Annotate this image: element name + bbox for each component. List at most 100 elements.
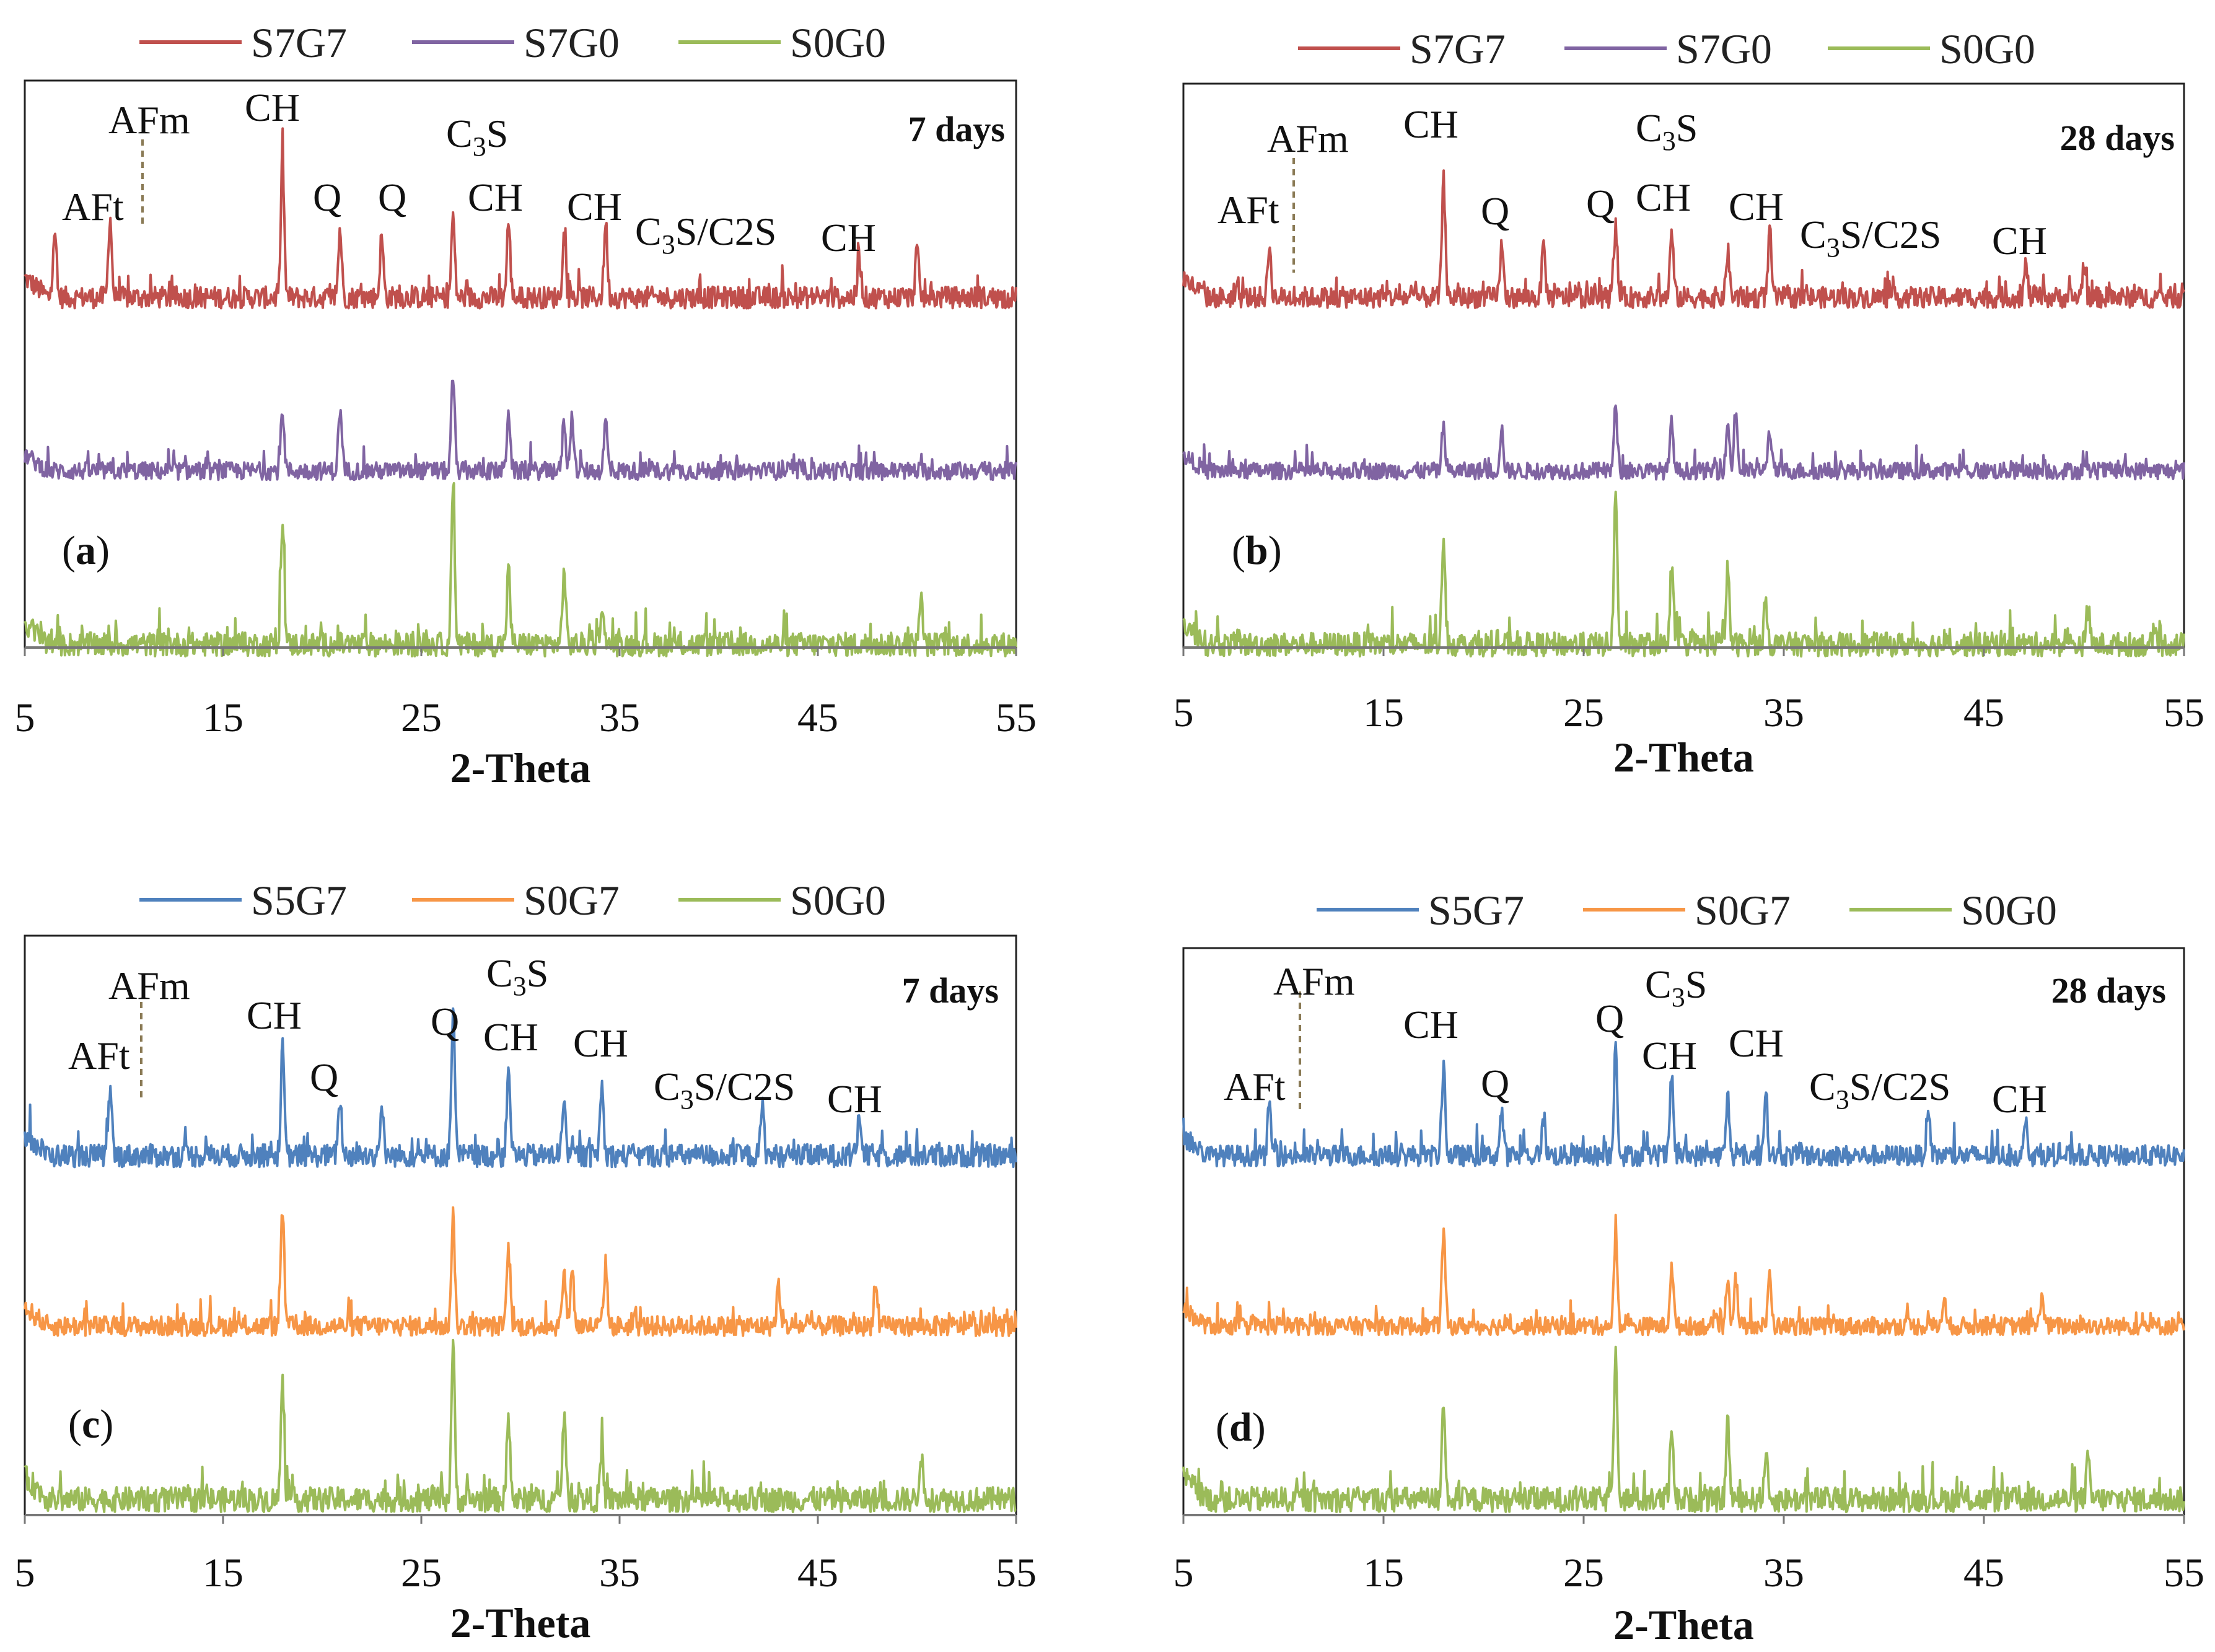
x-tick-label: 15	[203, 695, 243, 740]
phase-annotation: Q	[1595, 996, 1624, 1040]
x-tick-label: 35	[599, 1550, 640, 1596]
phase-annotation: CH	[245, 86, 300, 130]
legend-label-s0g0: S0G0	[1939, 25, 2035, 72]
phase-annotation: AFt	[68, 1034, 130, 1078]
phase-annotation: Q	[378, 175, 406, 219]
phase-annotation: CH	[1642, 1034, 1697, 1078]
x-tick-label: 55	[996, 1550, 1037, 1596]
panel-label: (b)	[1232, 528, 1282, 573]
phase-annotation: CH	[1992, 219, 2047, 263]
x-tick-label: 35	[1763, 690, 1804, 736]
x-tick-label: 45	[797, 1550, 838, 1596]
phase-annotation: AFt	[1224, 1065, 1286, 1109]
x-tick-label: 25	[401, 1550, 442, 1596]
panel-b: S7G7 S7G0 S0G0 5 15 25 35 45 55 2-Theta 28 days (b)…	[1173, 25, 2205, 781]
x-tick-label: 55	[2164, 1550, 2204, 1596]
phase-annotation: C3S	[1645, 962, 1707, 1013]
x-tick-label: 15	[203, 1550, 243, 1596]
phase-annotation: AFm	[108, 98, 190, 142]
phase-annotation: AFt	[1217, 188, 1279, 232]
phase-annotation: CH	[827, 1077, 882, 1121]
legend-label-s7g7: S7G7	[1410, 25, 1506, 72]
phase-annotation: Q	[1586, 182, 1615, 226]
x-tick-label: 55	[996, 695, 1037, 740]
series-line-s7g0	[24, 379, 1017, 481]
phase-annotation: CH	[1729, 1021, 1784, 1065]
x-tick-label: 15	[1363, 1550, 1404, 1596]
series-line-s0g0	[24, 482, 1017, 658]
phase-annotation: CH	[821, 216, 876, 260]
phase-annotation: Q	[1481, 189, 1509, 233]
panel-label: (a)	[62, 528, 110, 573]
legend-label-s0g0: S0G0	[1961, 887, 2057, 934]
x-tick-label: 35	[1763, 1550, 1804, 1596]
plot-frame	[1182, 82, 2185, 649]
legend-label-s7g7: S7G7	[251, 19, 347, 66]
x-tick-label: 45	[1963, 1550, 2004, 1596]
series-line-s7g7	[1182, 169, 2185, 309]
phase-annotation: CH	[483, 1015, 538, 1059]
phase-annotation: AFm	[1267, 116, 1349, 160]
series-line-s7g7	[24, 127, 1017, 310]
panel-label: (d)	[1216, 1405, 1266, 1450]
series-line-s0g0	[1182, 490, 2185, 658]
phase-annotation: CH	[1403, 1003, 1458, 1047]
series-line-s5g7	[24, 1007, 1017, 1169]
panel-label: (c)	[68, 1402, 113, 1447]
phase-annotation: C3S	[486, 951, 548, 1001]
x-tick-label: 55	[2164, 690, 2204, 736]
plot-frame	[24, 79, 1017, 649]
phase-annotation: CH	[1992, 1077, 2047, 1121]
legend-label-s7g0: S7G0	[524, 19, 620, 66]
x-tick-label: 35	[599, 695, 640, 740]
phase-annotation: CH	[567, 185, 622, 229]
phase-annotation: AFt	[62, 185, 124, 229]
phase-annotation: C3S/C2S	[1800, 213, 1941, 263]
x-tick-label: 5	[1173, 1550, 1194, 1596]
series-line-s0g0	[24, 1338, 1017, 1513]
legend-label-s0g0: S0G0	[790, 19, 886, 66]
legend-label-s0g0: S0G0	[790, 877, 886, 924]
phase-annotation: C3S/C2S	[654, 1065, 795, 1115]
x-tick-label: 15	[1363, 690, 1404, 736]
phase-annotation: AFm	[1273, 959, 1355, 1003]
age-label: 7 days	[908, 109, 1005, 149]
phase-annotation: Q	[431, 1000, 459, 1043]
phase-annotation: Q	[313, 175, 341, 219]
phase-annotation: CH	[573, 1021, 628, 1065]
phase-annotation: CH	[1636, 175, 1691, 219]
phase-annotation: CH	[1403, 102, 1458, 146]
x-tick-label: 45	[797, 695, 838, 740]
panel-a: S7G7 S7G0 S0G0 5 15 25 35 45 55 2-Theta 7 days (a) A…	[15, 19, 1037, 791]
phase-annotation: Q	[310, 1055, 338, 1099]
series-line-s0g7	[1182, 1213, 2185, 1337]
phase-annotation: C3S	[1636, 106, 1698, 156]
phase-annotation: CH	[247, 993, 302, 1037]
x-axis-title: 2-Theta	[450, 744, 591, 791]
age-label: 28 days	[2060, 118, 2175, 158]
age-label: 7 days	[902, 970, 999, 1011]
x-tick-label: 25	[1563, 690, 1604, 736]
phase-annotation: CH	[1729, 185, 1784, 229]
phase-annotation: CH	[468, 175, 523, 219]
x-tick-label: 25	[401, 695, 442, 740]
age-label: 28 days	[2051, 970, 2166, 1011]
legend-label-s0g7: S0G7	[524, 877, 620, 924]
phase-annotation: Q	[1481, 1061, 1509, 1105]
x-tick-label: 5	[1173, 690, 1194, 736]
legend-label-s5g7: S5G7	[1428, 887, 1524, 934]
x-tick-label: 45	[1963, 690, 2004, 736]
legend-label-s5g7: S5G7	[251, 877, 347, 924]
phase-annotation: C3S/C2S	[1809, 1065, 1950, 1115]
x-tick-label: 5	[15, 1550, 35, 1596]
x-tick-label: 5	[15, 695, 35, 740]
legend-label-s0g7: S0G7	[1695, 887, 1791, 934]
series-line-s5g7	[1182, 1040, 2185, 1167]
phase-annotation: C3S/C2S	[635, 209, 776, 260]
x-axis-title: 2-Theta	[450, 1599, 591, 1646]
phase-annotation: C3S	[446, 112, 508, 162]
x-axis-title: 2-Theta	[1613, 1601, 1754, 1648]
panel-c: S5G7 S0G7 S0G0 5 15 25 35 45 55 2-Theta 7 days (c) A…	[15, 877, 1037, 1646]
series-line-s7g0	[1182, 404, 2185, 481]
